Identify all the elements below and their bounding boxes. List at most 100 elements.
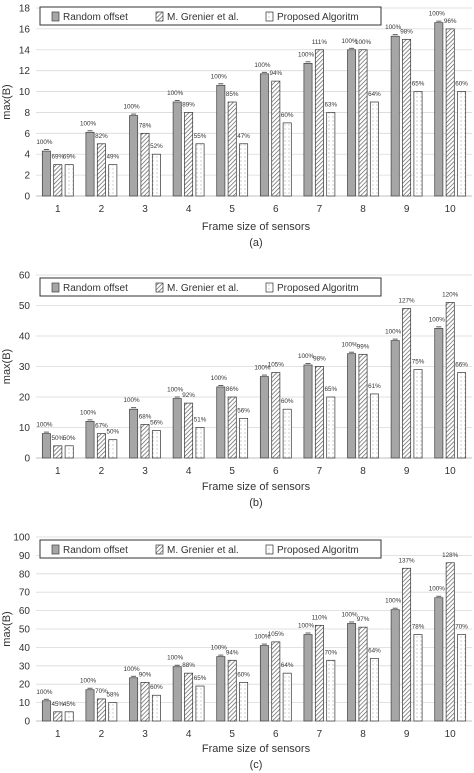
y-tick-label: 100 bbox=[13, 533, 30, 544]
bar-grenier bbox=[184, 402, 194, 459]
data-label: 99% bbox=[357, 343, 370, 350]
bar-random-offset bbox=[41, 433, 51, 459]
data-label: 60% bbox=[150, 684, 163, 691]
legend-swatch-random bbox=[51, 282, 60, 293]
data-label: 45% bbox=[63, 701, 76, 708]
x-tick-label: 6 bbox=[273, 466, 279, 477]
y-tick-label: 30 bbox=[19, 362, 31, 373]
legend: Random offset M. Grenier et al. Proposed A… bbox=[39, 539, 382, 559]
data-label: 61% bbox=[368, 383, 381, 390]
data-label: 100% bbox=[298, 353, 315, 360]
data-label: 69% bbox=[63, 154, 76, 161]
x-tick-label: 4 bbox=[186, 466, 192, 477]
legend-swatch-grenier bbox=[155, 282, 164, 293]
data-label: 100% bbox=[342, 38, 359, 45]
bar-proposed bbox=[151, 694, 161, 722]
legend-box bbox=[39, 539, 382, 559]
data-label: 65% bbox=[324, 386, 337, 393]
data-label: 70% bbox=[324, 649, 337, 656]
data-label: 100% bbox=[80, 678, 97, 685]
bar-proposed bbox=[195, 143, 205, 197]
bar-grenier bbox=[271, 372, 281, 459]
data-label: 65% bbox=[194, 675, 207, 682]
bar-random-offset bbox=[434, 22, 444, 197]
data-label: 50% bbox=[63, 435, 76, 442]
data-label: 100% bbox=[254, 634, 271, 641]
y-tick-label: 14 bbox=[19, 45, 31, 56]
bar-proposed bbox=[413, 91, 423, 197]
bar-grenier bbox=[445, 302, 455, 459]
data-label: 100% bbox=[385, 598, 402, 605]
x-axis-label: Frame size of sensors bbox=[202, 481, 311, 493]
bar-proposed bbox=[195, 427, 205, 459]
bar-random-offset bbox=[129, 408, 139, 459]
y-tick-label: 10 bbox=[19, 698, 31, 709]
bar-proposed bbox=[457, 372, 467, 459]
data-label: 69% bbox=[51, 154, 64, 161]
data-label: 78% bbox=[412, 624, 425, 631]
y-tick-label: 60 bbox=[19, 606, 31, 617]
data-label: 64% bbox=[368, 91, 381, 98]
bar-proposed bbox=[151, 430, 161, 459]
y-tick-label: 40 bbox=[19, 332, 31, 343]
data-label: 92% bbox=[182, 392, 195, 399]
y-tick-label: 16 bbox=[19, 24, 31, 35]
data-label: 120% bbox=[442, 291, 459, 298]
bar-grenier bbox=[314, 624, 324, 722]
x-tick-label: 8 bbox=[360, 204, 366, 215]
y-tick-label: 0 bbox=[24, 717, 30, 728]
bar-grenier bbox=[184, 672, 194, 722]
x-tick-label: 8 bbox=[360, 729, 366, 740]
bar-proposed bbox=[326, 659, 336, 722]
data-label: 100% bbox=[167, 90, 184, 97]
data-label: 100% bbox=[80, 120, 97, 127]
legend-label-grenier: M. Grenier et al. bbox=[167, 545, 239, 556]
legend: Random offset M. Grenier et al. Proposed A… bbox=[39, 277, 382, 297]
legend-label-random: Random offset bbox=[63, 545, 128, 556]
x-tick-label: 2 bbox=[99, 204, 105, 215]
data-label: 100% bbox=[80, 409, 97, 416]
data-label: 52% bbox=[150, 143, 163, 150]
data-label: 105% bbox=[268, 631, 285, 638]
bar-random-offset bbox=[259, 73, 269, 197]
y-tick-label: 10 bbox=[19, 87, 31, 98]
legend-box bbox=[39, 277, 382, 297]
bar-grenier bbox=[140, 132, 150, 197]
bar-random-offset bbox=[303, 364, 313, 459]
y-tick-label: 60 bbox=[19, 271, 31, 282]
data-label: 105% bbox=[268, 362, 285, 369]
bar-random-offset bbox=[390, 609, 400, 722]
x-tick-label: 10 bbox=[445, 466, 457, 477]
bar-random-offset bbox=[303, 63, 313, 197]
bar-random-offset bbox=[434, 597, 444, 722]
bar-random-offset bbox=[172, 666, 182, 722]
bar-random-offset bbox=[259, 376, 269, 459]
bar-proposed bbox=[195, 685, 205, 722]
bar-random-offset bbox=[85, 131, 95, 197]
bar-random-offset bbox=[85, 689, 95, 722]
y-tick-label: 12 bbox=[19, 66, 31, 77]
data-label: 85% bbox=[226, 91, 239, 98]
y-axis-label: max(B) bbox=[1, 84, 13, 119]
data-label: 51% bbox=[194, 417, 207, 424]
y-tick-label: 70 bbox=[19, 588, 31, 599]
data-label: 100% bbox=[36, 139, 53, 146]
bar-proposed bbox=[457, 634, 467, 722]
data-label: 100% bbox=[124, 666, 141, 673]
x-tick-label: 2 bbox=[99, 729, 105, 740]
x-tick-label: 1 bbox=[55, 204, 61, 215]
bar-proposed bbox=[151, 153, 161, 197]
legend-label-proposed: Proposed Algoritm bbox=[277, 283, 359, 294]
y-tick-label: 30 bbox=[19, 661, 31, 672]
data-label: 100% bbox=[385, 24, 402, 31]
y-tick-label: 50 bbox=[19, 625, 31, 636]
data-label: 86% bbox=[226, 386, 239, 393]
data-label: 65% bbox=[412, 81, 425, 88]
data-label: 60% bbox=[281, 398, 294, 405]
bar-grenier bbox=[53, 711, 63, 722]
bar-proposed bbox=[282, 408, 292, 459]
y-tick-label: 0 bbox=[24, 454, 30, 465]
data-label: 56% bbox=[237, 407, 250, 414]
x-tick-label: 2 bbox=[99, 466, 105, 477]
data-label: 111% bbox=[312, 39, 328, 46]
